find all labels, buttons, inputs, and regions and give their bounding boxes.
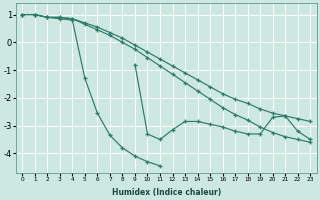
X-axis label: Humidex (Indice chaleur): Humidex (Indice chaleur) (112, 188, 221, 197)
